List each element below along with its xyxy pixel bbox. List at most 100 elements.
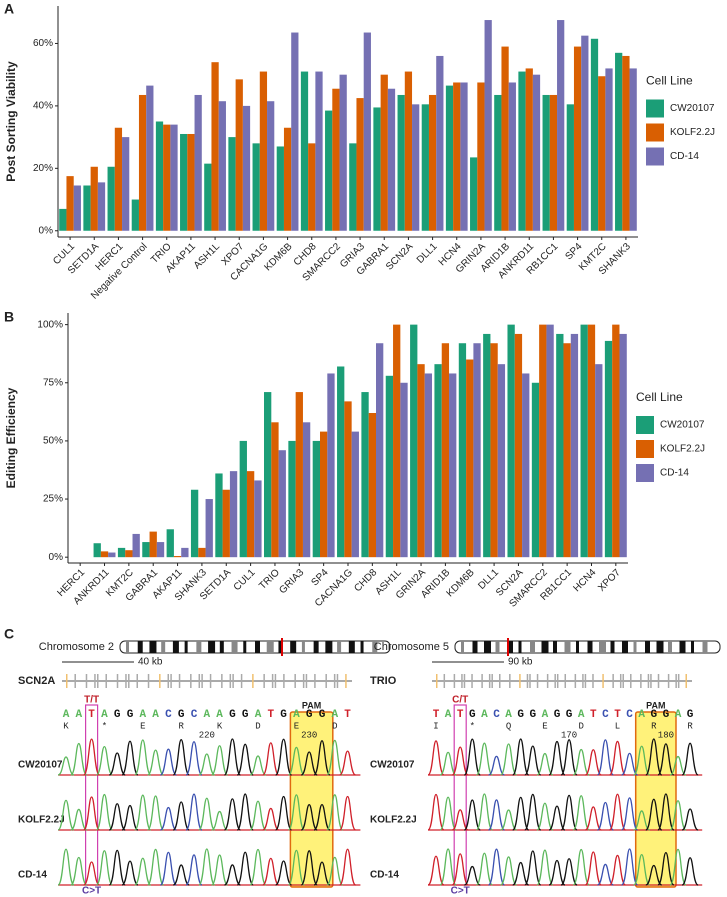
bar (125, 550, 133, 558)
trace-peak (669, 755, 687, 776)
trace-peak (572, 848, 590, 886)
trace-peak (95, 793, 114, 831)
bar (587, 324, 596, 558)
x-tick-label: HCN4 (571, 567, 598, 594)
trace-peak (427, 855, 445, 886)
bar (605, 68, 613, 231)
trace-peak (185, 793, 203, 831)
trace-peak (512, 861, 530, 886)
exon (305, 674, 308, 688)
y-tick-label: 40% (33, 101, 53, 112)
amino-acid: * (470, 721, 475, 731)
trace-peak (500, 809, 517, 831)
bar (259, 71, 268, 231)
bar (327, 373, 335, 558)
bar (283, 127, 292, 231)
trace-peak (134, 739, 152, 776)
bar (100, 551, 109, 558)
trace-peak (597, 863, 614, 886)
bar (198, 547, 206, 558)
trace-peak (95, 850, 114, 886)
trace-peak (524, 850, 542, 886)
trace-peak (249, 755, 267, 776)
exon (221, 674, 223, 688)
bar (66, 176, 74, 231)
chromosome-band (208, 641, 216, 653)
position: 220 (199, 730, 215, 740)
exon (461, 674, 463, 688)
bar (522, 373, 530, 558)
bar (532, 74, 541, 231)
exon (677, 674, 680, 688)
chromosome-band (255, 641, 260, 653)
pam-box (634, 711, 677, 888)
trace-peak (211, 810, 228, 831)
bar (508, 82, 516, 231)
base: G (242, 709, 249, 721)
trace-peak (512, 796, 530, 831)
bar (507, 324, 515, 558)
x-tick-label: GRIA3 (277, 567, 306, 596)
bar (276, 146, 284, 231)
trace-peak (338, 795, 357, 831)
base: A (152, 709, 159, 721)
base: A (139, 709, 146, 721)
trace-peak (427, 740, 445, 776)
bar (556, 333, 564, 558)
chromosome-band (372, 641, 378, 653)
bar (490, 343, 498, 558)
bar (458, 343, 467, 558)
bar (376, 343, 384, 558)
bar (90, 166, 98, 231)
trace-peak (560, 739, 578, 776)
exon (592, 674, 594, 688)
exon (619, 674, 622, 688)
exon (147, 674, 150, 688)
trace-peak (681, 808, 699, 831)
trace-peak (572, 795, 590, 831)
legend-label: CD-14 (660, 468, 689, 479)
bar (332, 88, 340, 231)
bar (436, 55, 444, 231)
amino-acid: E (294, 721, 299, 731)
bar (229, 471, 238, 558)
exon (584, 674, 587, 688)
trace-peak (584, 851, 602, 886)
chromosome-band (301, 641, 305, 653)
trace-peak (339, 750, 356, 776)
chromosome-band (679, 641, 686, 653)
position: 170 (561, 730, 577, 740)
trace-peak (82, 738, 101, 776)
bar (566, 104, 574, 231)
bar (218, 101, 226, 231)
mutation-box (453, 704, 467, 886)
exon (190, 674, 192, 688)
chromosome-band (633, 641, 637, 653)
exon (283, 674, 285, 688)
bar (59, 208, 67, 231)
trace-peak (572, 748, 590, 776)
trace-peak (198, 848, 216, 886)
base: T (433, 709, 440, 721)
base: G (280, 709, 287, 721)
bar (114, 127, 123, 231)
trace-peak (657, 743, 675, 776)
bar (604, 340, 613, 558)
scale-label: 40 kb (138, 657, 163, 668)
bar (155, 121, 164, 231)
trace-peak (657, 793, 675, 831)
bar (397, 94, 405, 231)
base: A (216, 709, 223, 721)
bar (404, 71, 413, 231)
exon (229, 674, 232, 688)
exon (630, 674, 632, 688)
exon (481, 674, 483, 688)
bar (149, 531, 157, 558)
bar (466, 359, 474, 558)
bar (563, 343, 571, 558)
trace-peak (288, 746, 305, 776)
bar (380, 74, 388, 231)
exon (325, 674, 327, 688)
bar (497, 364, 506, 558)
base: G (663, 709, 670, 721)
